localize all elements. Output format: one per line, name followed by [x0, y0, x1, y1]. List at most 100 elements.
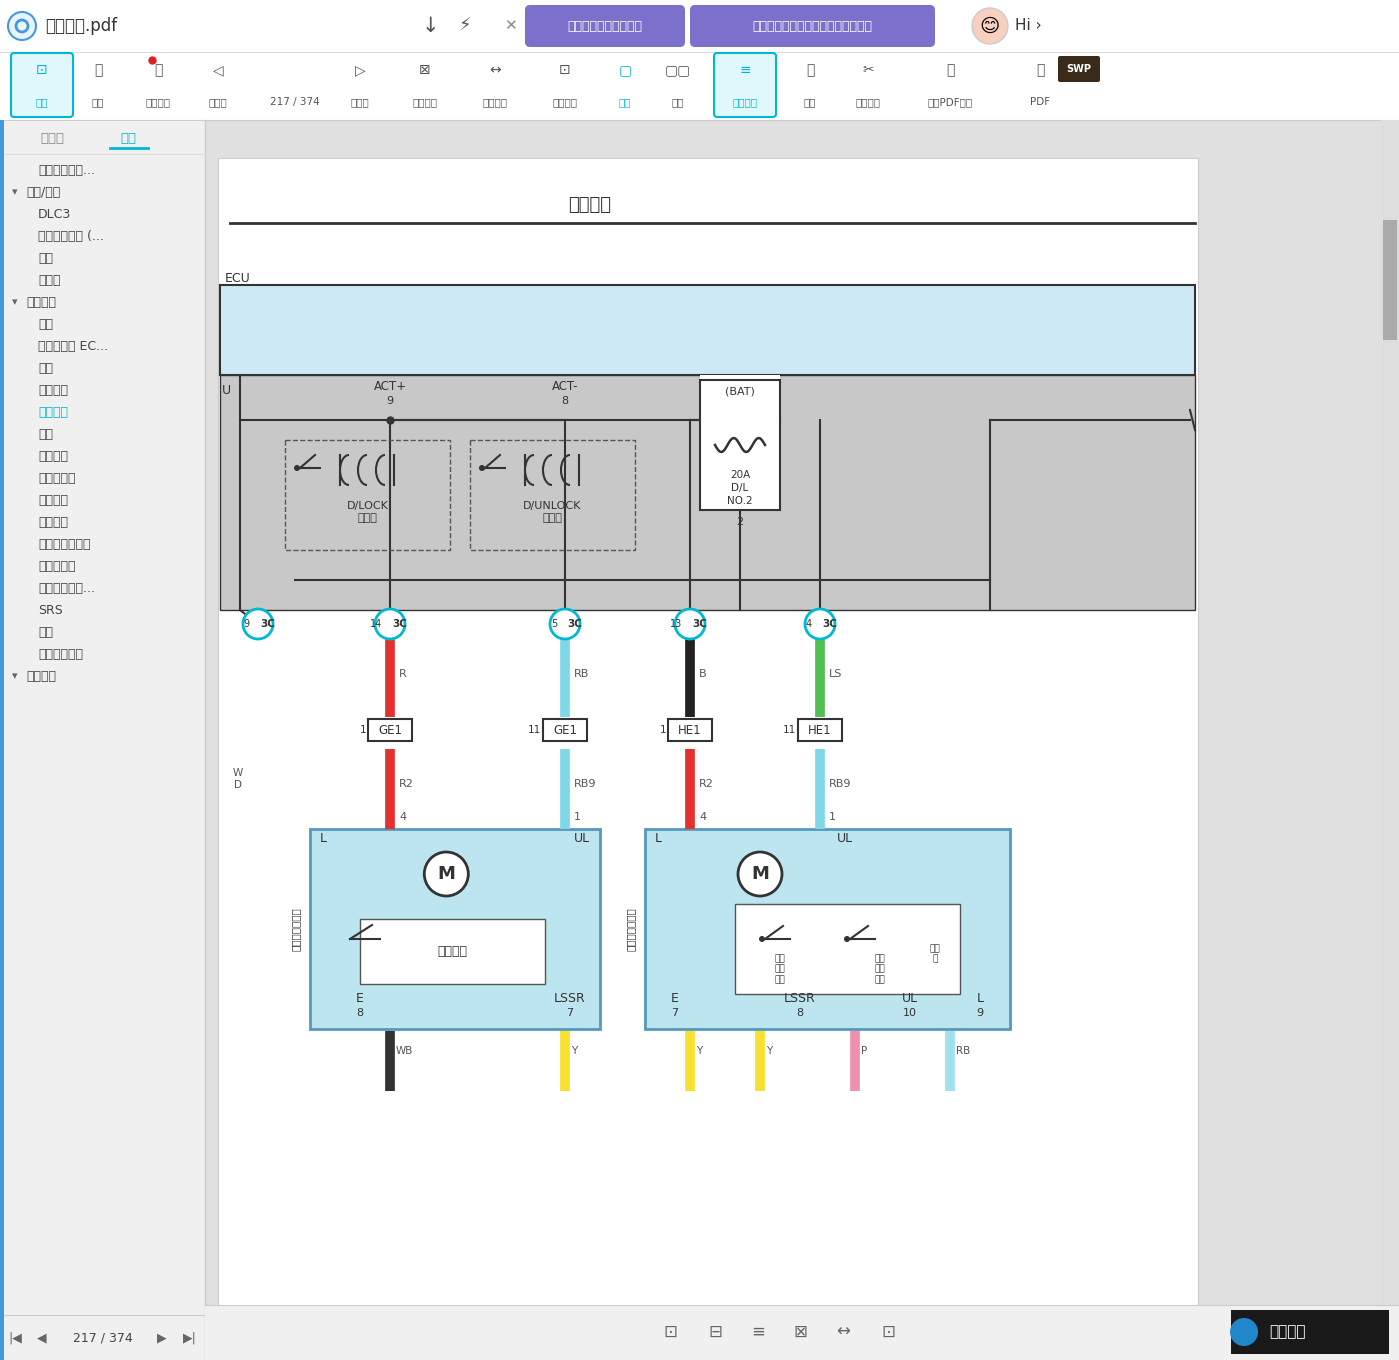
Text: Y: Y: [695, 1046, 702, 1055]
Text: RB9: RB9: [830, 779, 852, 789]
Text: Y: Y: [767, 1046, 772, 1055]
Text: 锁止
限位
开关: 锁止 限位 开关: [874, 955, 886, 983]
Text: 电动座椅: 电动座椅: [38, 515, 69, 529]
Text: ▷: ▷: [355, 63, 365, 78]
Circle shape: [8, 12, 36, 39]
Text: 😊: 😊: [979, 16, 1000, 35]
Text: E: E: [357, 993, 364, 1005]
Circle shape: [375, 609, 404, 639]
Circle shape: [674, 609, 705, 639]
Text: D/LOCK
继电器: D/LOCK 继电器: [347, 500, 389, 524]
Bar: [206, 1306, 1399, 1360]
Text: ⊡: ⊡: [881, 1323, 895, 1341]
Text: 📄: 📄: [1035, 63, 1044, 78]
Text: 车辆内饰: 车辆内饰: [27, 295, 56, 309]
Text: ✂: ✂: [862, 63, 874, 78]
Text: ↔: ↔: [837, 1323, 851, 1341]
Text: ▢: ▢: [618, 63, 631, 78]
Text: 下一页: 下一页: [351, 97, 369, 107]
Text: 电源插座: 电源插座: [38, 494, 69, 506]
Bar: [543, 719, 588, 741]
Text: LS: LS: [830, 669, 842, 679]
Text: R2: R2: [700, 779, 713, 789]
Bar: [667, 719, 712, 741]
Circle shape: [972, 8, 1009, 44]
Text: ▾: ▾: [13, 670, 18, 681]
Bar: [0, 0, 1399, 52]
Text: 自动防眩目 EC...: 自动防眩目 EC...: [38, 340, 108, 352]
Text: 截图识字: 截图识字: [856, 97, 880, 107]
Text: L: L: [977, 993, 983, 1005]
Text: 8: 8: [561, 396, 568, 407]
Text: RB9: RB9: [574, 779, 596, 789]
Circle shape: [294, 465, 299, 471]
Circle shape: [804, 609, 835, 639]
Text: HE1: HE1: [809, 724, 832, 737]
Text: SRS: SRS: [38, 604, 63, 616]
Text: (BAT): (BAT): [725, 388, 755, 397]
Text: 解锁检测: 解锁检测: [438, 945, 467, 957]
Text: 座椅安全带警告: 座椅安全带警告: [38, 537, 91, 551]
Text: 车内照明灯: 车内照明灯: [38, 472, 76, 484]
Text: 7: 7: [672, 1008, 679, 1019]
Bar: [206, 120, 1399, 1360]
Text: 上一页: 上一页: [208, 97, 228, 107]
Text: 适合宽度: 适合宽度: [483, 97, 508, 107]
Text: 目录: 目录: [36, 97, 48, 107]
Text: 11: 11: [783, 725, 796, 734]
Text: |◀: |◀: [8, 1331, 22, 1345]
Text: P: P: [860, 1046, 867, 1055]
Text: 电源: 电源: [38, 252, 53, 264]
Text: 20A
D/L
NO.2: 20A D/L NO.2: [727, 471, 753, 506]
Bar: [645, 830, 1010, 1030]
Text: ▶: ▶: [157, 1331, 166, 1345]
Circle shape: [1230, 1318, 1258, 1346]
Text: 连续阅读: 连续阅读: [733, 97, 757, 107]
Bar: [0, 52, 1399, 120]
Text: 217 / 374: 217 / 374: [270, 97, 320, 107]
Text: 上锁
锁: 上锁 锁: [929, 944, 940, 964]
Text: R2: R2: [399, 779, 414, 789]
Bar: [700, 379, 781, 510]
Text: ◀: ◀: [38, 1331, 46, 1345]
Text: 10: 10: [902, 1008, 916, 1019]
Bar: [285, 441, 450, 549]
Bar: [311, 830, 600, 1030]
Text: 8: 8: [357, 1008, 364, 1019]
Text: ⊡: ⊡: [560, 63, 571, 78]
Text: 车辆外饰: 车辆外饰: [27, 669, 56, 683]
Text: 组合仪表: 组合仪表: [38, 384, 69, 397]
Text: 照明: 照明: [38, 427, 53, 441]
Text: 11: 11: [527, 725, 541, 734]
Text: 217 / 374: 217 / 374: [73, 1331, 133, 1345]
Text: ⊡: ⊡: [36, 63, 48, 78]
Text: RB: RB: [956, 1046, 971, 1055]
Text: 适合页面: 适合页面: [553, 97, 578, 107]
Text: 2: 2: [736, 517, 743, 526]
Text: 双页: 双页: [672, 97, 684, 107]
Text: 帮我打开文字提取工具: 帮我打开文字提取工具: [568, 19, 642, 33]
Circle shape: [478, 465, 485, 471]
Text: 单页: 单页: [618, 97, 631, 107]
FancyBboxPatch shape: [690, 5, 935, 48]
Text: 实际大小: 实际大小: [413, 97, 438, 107]
Text: ◁: ◁: [213, 63, 224, 78]
Circle shape: [739, 851, 782, 896]
Text: ≡: ≡: [751, 1323, 765, 1341]
Text: UL: UL: [574, 832, 590, 846]
Text: D/UNLOCK
继电器: D/UNLOCK 继电器: [523, 500, 582, 524]
Text: ACT-: ACT-: [551, 381, 578, 393]
FancyBboxPatch shape: [525, 5, 686, 48]
Text: ⊠: ⊠: [793, 1323, 807, 1341]
Text: R: R: [399, 669, 407, 679]
Text: DLC3: DLC3: [38, 208, 71, 220]
Text: 4: 4: [700, 812, 706, 821]
Bar: [220, 286, 1195, 375]
Text: ▢▢: ▢▢: [665, 63, 691, 78]
Bar: [218, 158, 1198, 1327]
Bar: [368, 719, 411, 741]
Text: 3C: 3C: [823, 619, 837, 628]
Text: LSSR: LSSR: [783, 993, 816, 1005]
Circle shape: [550, 609, 581, 639]
Text: M: M: [438, 865, 455, 883]
